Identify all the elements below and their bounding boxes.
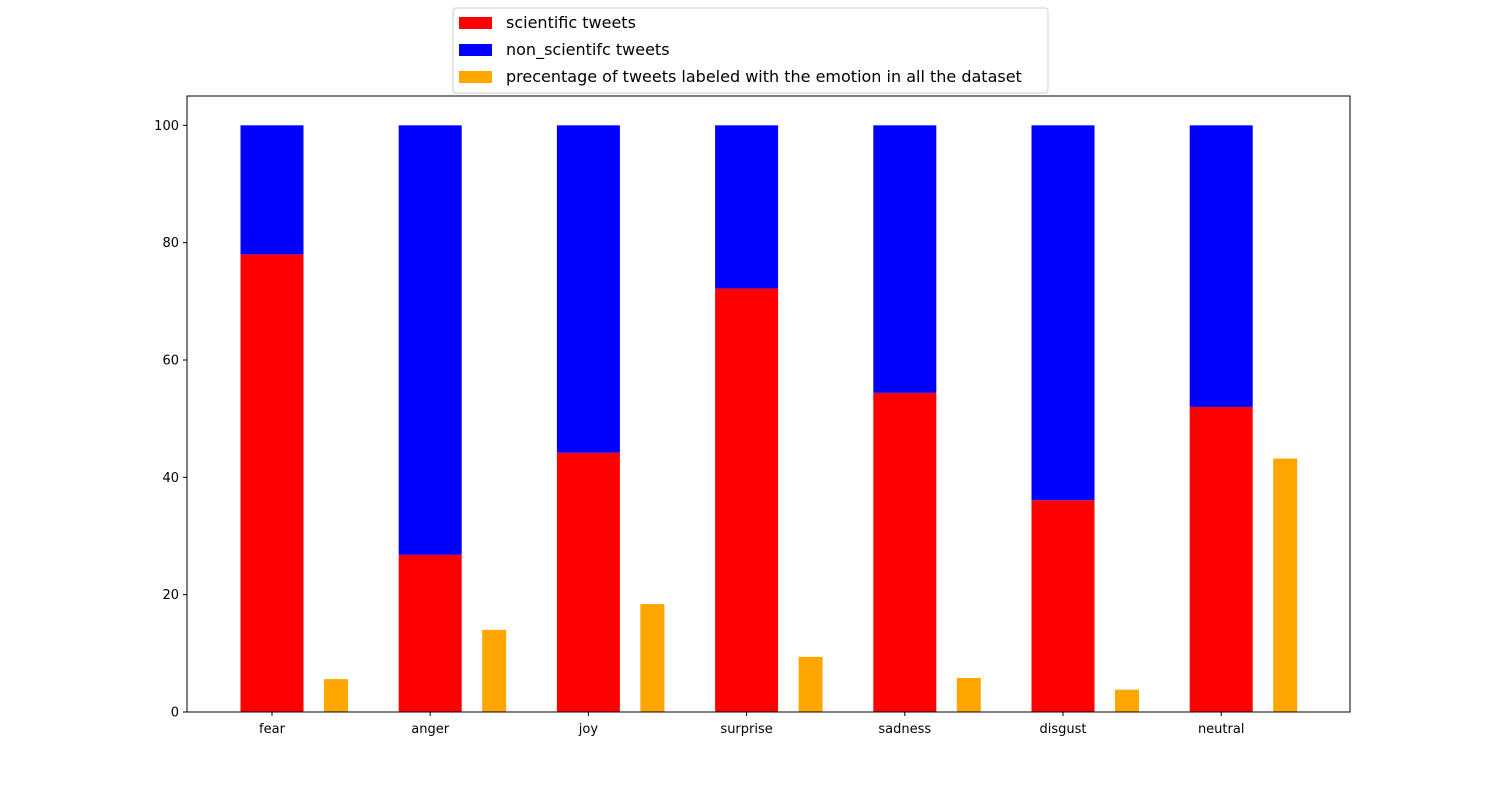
bar-disgust-series-0	[1031, 500, 1095, 712]
legend-frame	[452, 7, 1049, 94]
bars-layer	[240, 125, 1298, 712]
x-tick-label: anger	[411, 722, 449, 737]
bar-fear-series-0	[240, 254, 304, 712]
bar-sadness-dataset-share	[956, 677, 981, 712]
y-tick-label: 0	[171, 706, 179, 721]
bar-surprise-dataset-share	[798, 656, 823, 712]
y-tick-label: 80	[162, 236, 179, 251]
bar-joy-series-1	[556, 125, 620, 453]
bar-anger-dataset-share	[482, 629, 507, 712]
bar-fear-series-1	[240, 125, 304, 255]
x-tick-label: sadness	[878, 722, 931, 737]
bar-joy-series-0	[556, 452, 620, 712]
legend: scientific tweets non_scientifc tweets pre…	[452, 7, 1049, 94]
bar-surprise-series-1	[715, 125, 779, 289]
bar-sadness-series-1	[873, 125, 937, 393]
legend-swatch	[459, 17, 492, 29]
x-axis: fear anger joy surprise sadness disgust neutra…	[259, 712, 1244, 737]
bar-neutral-series-1	[1189, 125, 1253, 407]
y-tick-label: 20	[162, 588, 179, 603]
bar-anger-series-0	[398, 554, 462, 712]
legend-swatch	[459, 44, 492, 56]
bar-neutral-series-0	[1189, 406, 1253, 712]
legend-label: non_scientifc tweets	[506, 40, 670, 60]
bar-neutral-dataset-share	[1273, 458, 1298, 712]
legend-label: scientific tweets	[506, 13, 636, 32]
legend-swatch	[459, 71, 492, 83]
bar-disgust-dataset-share	[1115, 689, 1139, 712]
bar-joy-dataset-share	[640, 604, 665, 712]
axes-frame	[186, 95, 1351, 713]
x-tick-label: surprise	[720, 722, 772, 737]
x-tick-label: fear	[259, 722, 286, 737]
bar-anger-series-1	[398, 125, 462, 555]
y-tick-label: 40	[162, 471, 179, 486]
y-tick-label: 100	[154, 119, 179, 134]
bar-disgust-series-1	[1031, 125, 1095, 501]
bar-surprise-series-0	[715, 288, 779, 712]
bar-fear-dataset-share	[324, 679, 348, 712]
x-tick-label: joy	[578, 722, 599, 737]
x-tick-label: neutral	[1198, 722, 1245, 737]
x-tick-label: disgust	[1040, 722, 1087, 737]
legend-label: precentage of tweets labeled with the em…	[506, 67, 1022, 86]
y-tick-label: 60	[162, 354, 179, 369]
y-axis: 0 20 40 60 80 100	[154, 119, 187, 721]
bar-sadness-series-0	[873, 392, 937, 712]
